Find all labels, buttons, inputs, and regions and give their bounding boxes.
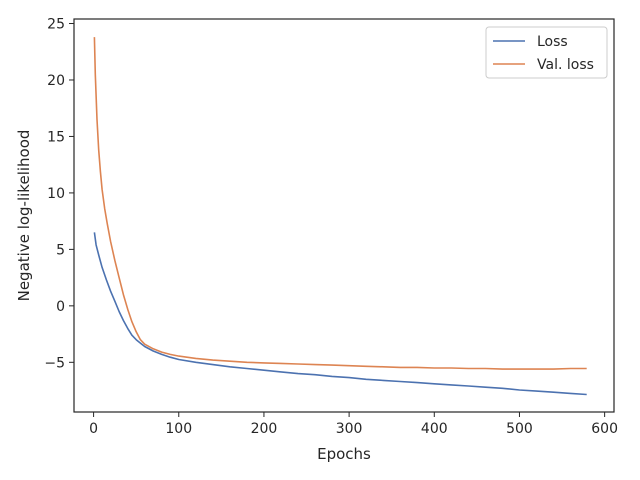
y-tick-label: 15 (47, 129, 65, 145)
x-tick-label: 0 (89, 421, 98, 437)
x-tick-label: 400 (421, 421, 448, 437)
y-tick-label: 25 (47, 17, 65, 33)
y-tick-label: 20 (47, 73, 65, 89)
x-tick-label: 100 (165, 421, 192, 437)
series-line-loss (93, 232, 587, 396)
x-axis-label: Epochs (317, 445, 371, 463)
x-tick-label: 500 (506, 421, 533, 437)
legend-label-loss: Loss (537, 34, 568, 50)
y-axis-label: Negative log-likelihood (15, 130, 33, 302)
y-tick-label: 10 (47, 186, 65, 202)
y-tick-label: −5 (44, 355, 65, 371)
legend: Loss Val. loss (485, 26, 608, 79)
series-line-val-loss (93, 37, 587, 370)
series-layer (93, 37, 587, 396)
y-tick-label: 0 (56, 299, 65, 315)
x-tick-label: 300 (336, 421, 363, 437)
y-axis-ticks: −5 0 5 10 15 20 25 (44, 17, 74, 371)
plot-area (73, 18, 615, 413)
legend-box (485, 26, 608, 79)
plot-frame (73, 18, 615, 413)
legend-label-val-loss: Val. loss (537, 57, 594, 73)
y-tick-label: 5 (56, 242, 65, 258)
x-tick-label: 200 (251, 421, 278, 437)
x-tick-label: 600 (591, 421, 618, 437)
x-axis-ticks: 0 100 200 300 400 500 600 (89, 412, 618, 437)
